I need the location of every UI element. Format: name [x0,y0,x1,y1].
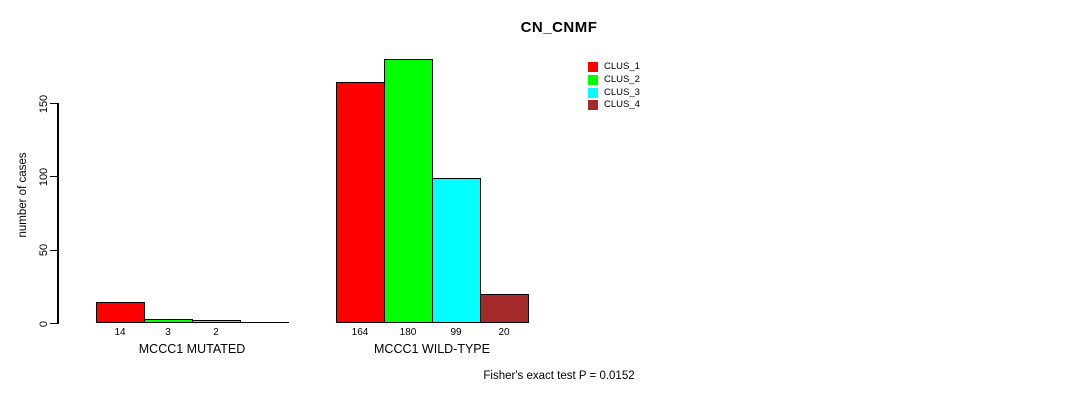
bar-value-label: 180 [399,327,417,338]
y-tick-mark [50,323,57,324]
legend-color-swatch [588,100,598,111]
footnote: Fisher's exact test P = 0.0152 [483,370,635,382]
y-tick-label: 50 [38,244,50,257]
bar-clus_3 [432,178,481,323]
legend-item: CLUS_3 [588,86,640,99]
y-tick-mark [50,103,57,104]
bar-value-label: 2 [213,327,219,338]
legend-color-swatch [588,75,598,86]
legend-item: CLUS_1 [588,61,640,74]
legend-color-swatch [588,62,598,73]
y-tick-label: 100 [38,167,50,187]
legend-item-label: CLUS_2 [604,74,640,86]
bar-value-label: 164 [351,327,369,338]
bar-clus_4 [480,294,529,323]
bar-clus_1 [336,82,385,323]
chart-title: CN_CNMF [520,19,598,36]
y-axis-label: number of cases [17,152,29,238]
bar-clus_1 [96,302,145,323]
legend-item: CLUS_4 [588,99,640,112]
bar-clus_3 [192,320,241,323]
bar-clus_2 [384,59,433,323]
y-tick-mark [50,176,57,178]
x-category-label: MCCC1 WILD-TYPE [374,342,490,356]
legend-item-label: CLUS_3 [604,86,640,98]
bar-value-label: 14 [114,327,126,338]
y-tick-label: 0 [38,320,50,327]
bar-value-label: 99 [450,327,462,338]
y-tick-label: 150 [38,94,50,113]
x-category-label: MCCC1 MUTATED [138,342,246,356]
bar-value-label: 3 [165,327,171,338]
legend-item: CLUS_2 [588,74,640,87]
y-axis-line [57,103,59,324]
legend-item-label: CLUS_1 [604,61,640,73]
legend: CLUS_1 CLUS_2 CLUS_3 CLUS_4 [588,61,640,112]
bar-clus_2 [144,319,193,323]
legend-color-swatch [588,87,598,98]
bar-value-label: 20 [498,327,510,338]
legend-item-label: CLUS_4 [604,99,640,111]
y-tick-mark [50,249,57,251]
